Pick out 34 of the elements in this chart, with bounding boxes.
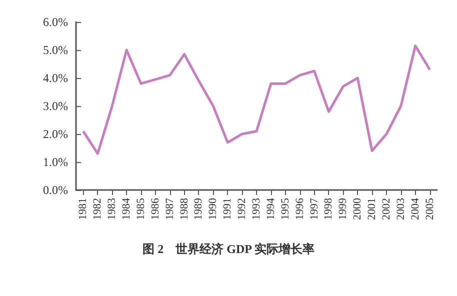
y-tick-label: 0.0%: [43, 183, 68, 197]
x-tick-label: 2003: [394, 198, 407, 220]
text: 图 2 世界经济 GDP 实际增长率: [142, 242, 314, 256]
x-tick-label: 1994: [264, 198, 277, 220]
x-tick-label: 1989: [192, 198, 205, 220]
y-tick-label: 3.0%: [43, 99, 68, 113]
x-tick-label: 1985: [134, 198, 147, 220]
x-tick-label: 1988: [178, 198, 190, 220]
x-tick-label: 2000: [352, 198, 364, 220]
x-tick-label: 1987: [164, 198, 176, 220]
x-tick-label: 1999: [337, 198, 350, 220]
x-tick-label: 2005: [424, 198, 436, 220]
y-tick-label: 4.0%: [43, 71, 68, 85]
x-tick-label: 2001: [366, 198, 378, 220]
x-tick-label: 1990: [207, 198, 220, 220]
x-tick-label: 1986: [149, 198, 162, 220]
x-tick-label: 1993: [250, 198, 262, 220]
x-tick-label: 1992: [236, 198, 248, 220]
x-tick-label: 1995: [279, 198, 292, 220]
y-tick-label: 6.0%: [43, 15, 68, 29]
x-tick-label: 1998: [322, 198, 335, 220]
y-tick-label: 1.0%: [43, 155, 68, 169]
x-tick-label: 1997: [308, 198, 320, 220]
x-tick-label: 2002: [380, 198, 392, 220]
x-tick-label: 1996: [294, 198, 306, 220]
x-tick-label: 1981: [77, 198, 90, 220]
x-tick-label: 1983: [106, 198, 118, 220]
y-tick-label: 2.0%: [43, 127, 68, 141]
x-tick-label: 1982: [92, 198, 104, 220]
x-tick-label: 2004: [409, 198, 422, 220]
line-series: [82, 44, 432, 155]
y-tick-label: 5.0%: [43, 43, 68, 57]
x-tick-label: 1991: [222, 198, 234, 220]
x-tick-label: 1984: [120, 198, 133, 220]
